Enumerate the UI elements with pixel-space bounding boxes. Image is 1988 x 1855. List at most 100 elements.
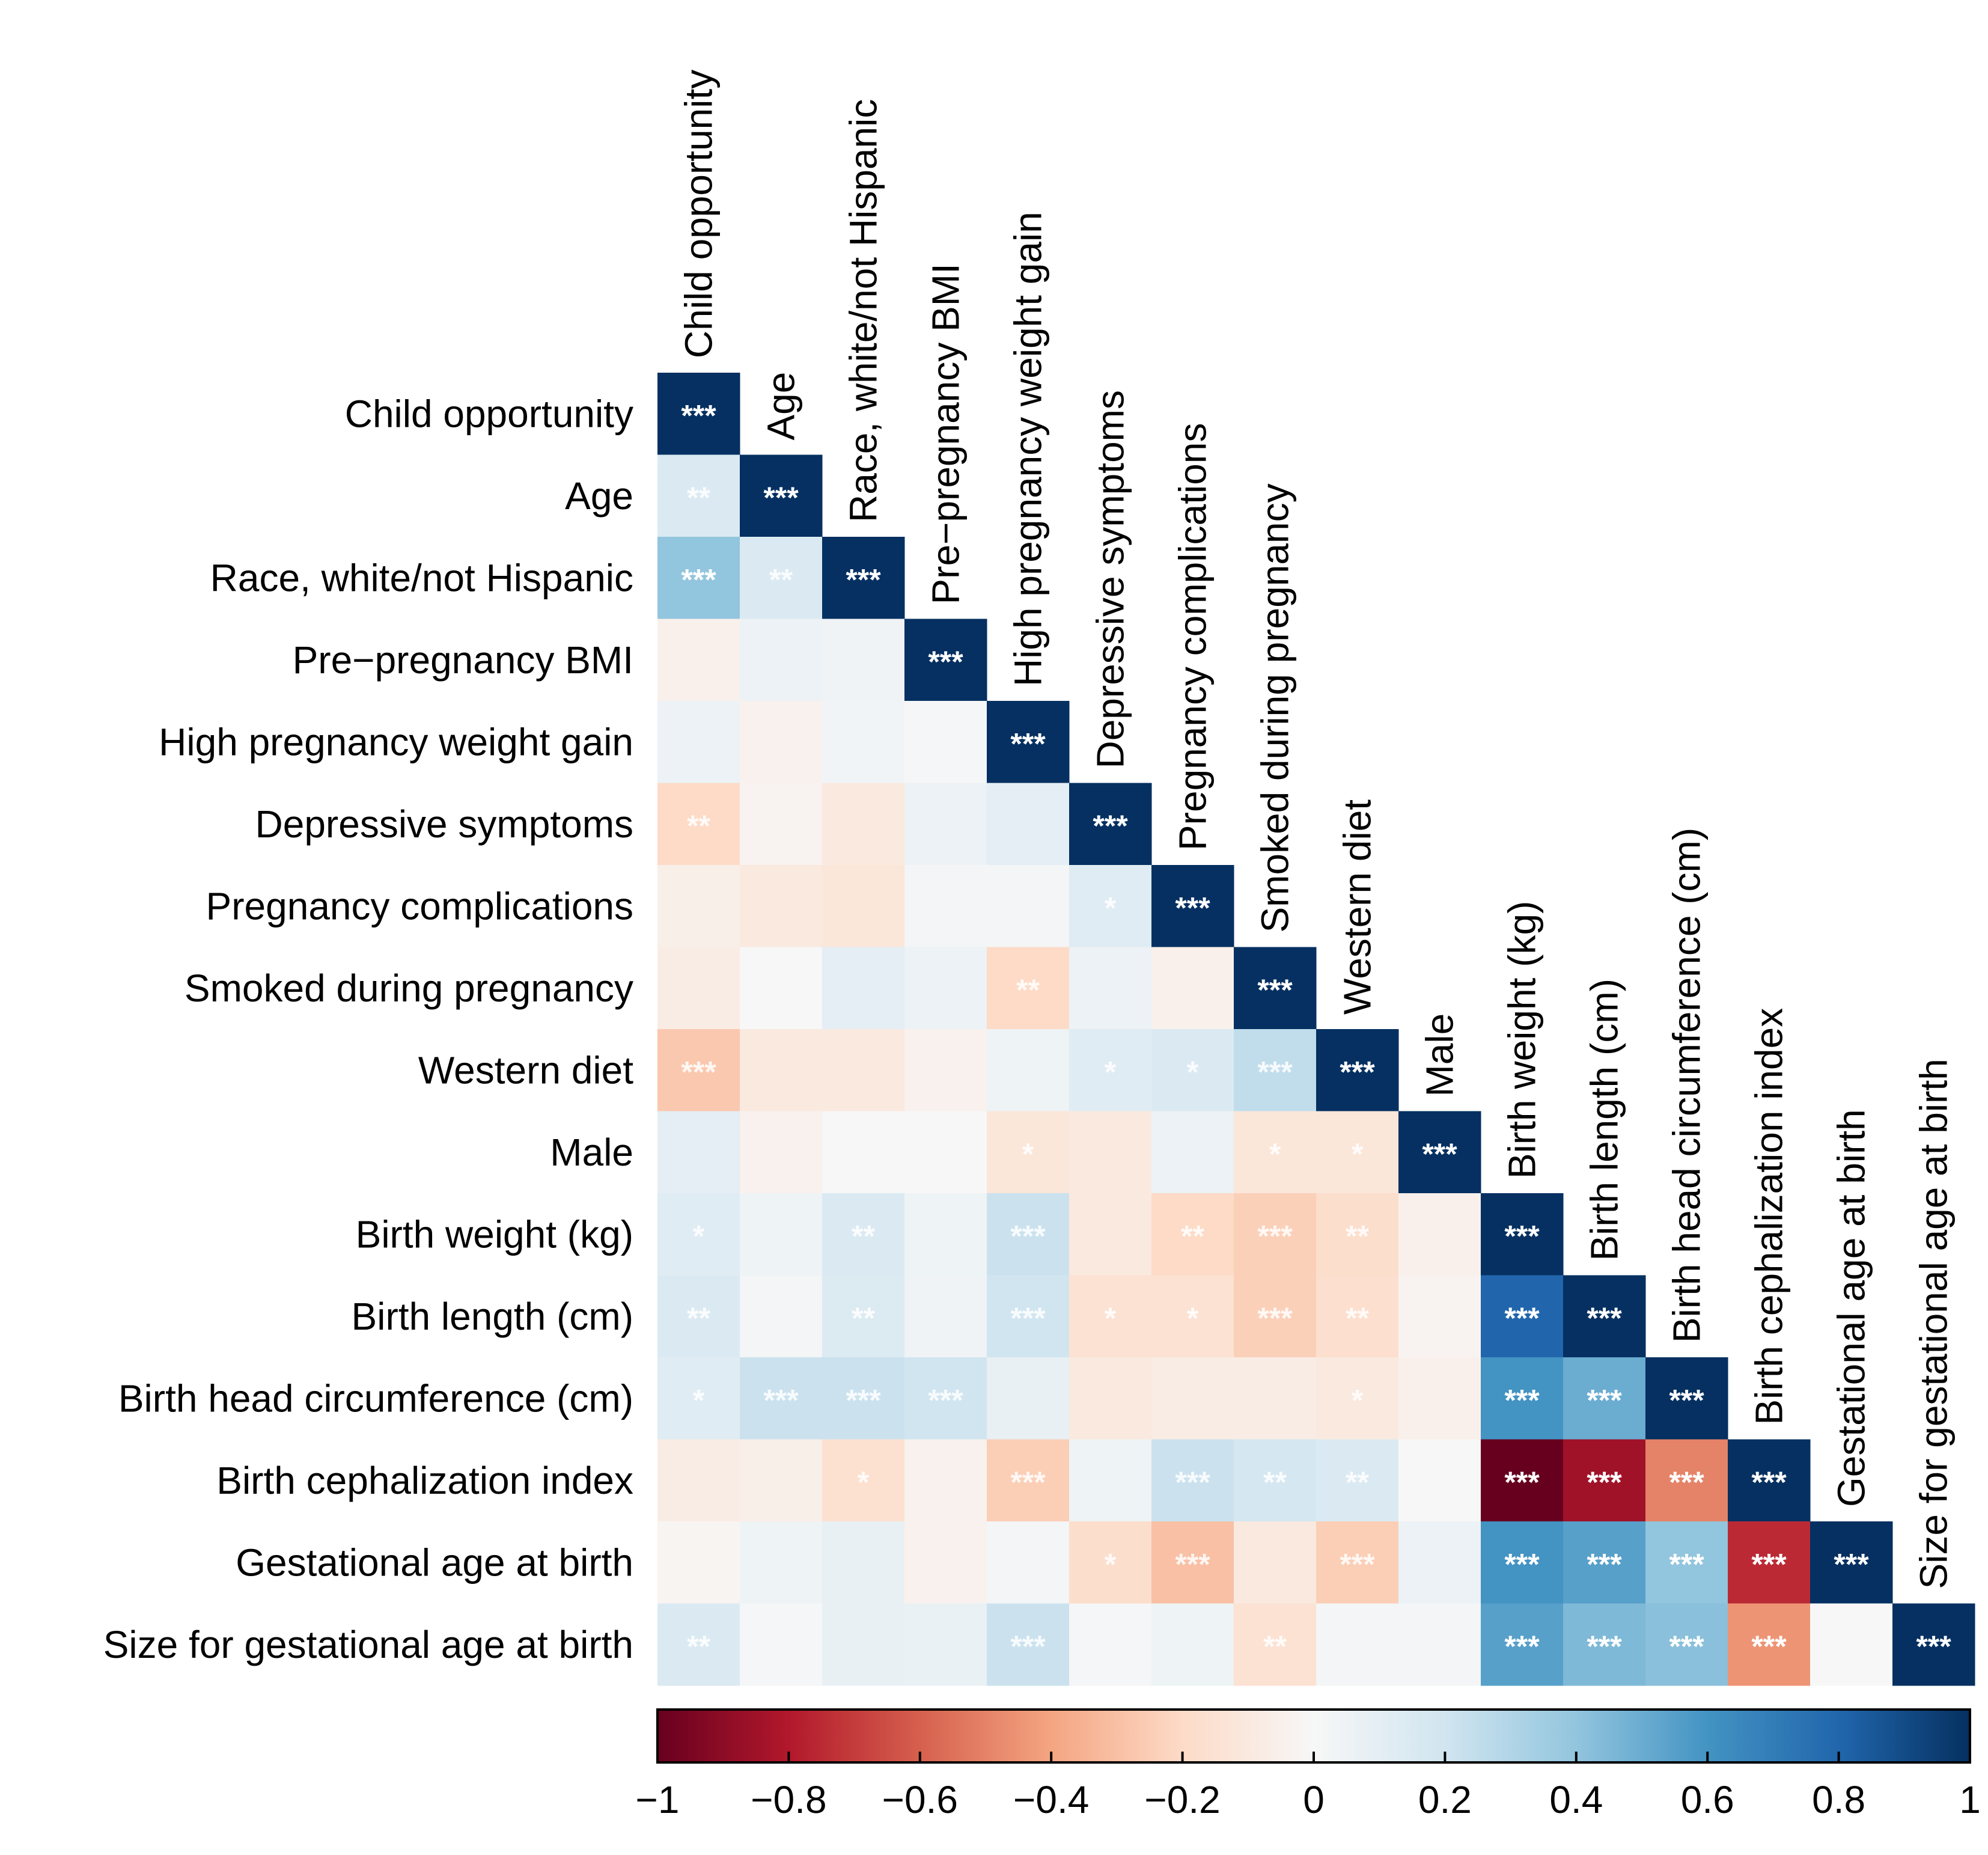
heatmap-cell-14-14 (1810, 1521, 1893, 1604)
heatmap-cell-14-10 (1481, 1521, 1564, 1604)
colorbar-tick-label: 0.4 (1549, 1778, 1603, 1821)
heatmap-cell-6-2 (822, 865, 905, 947)
heatmap-cell-15-4 (987, 1603, 1070, 1686)
significance-label-14-8: *** (1340, 1547, 1375, 1581)
significance-label-2-0: *** (681, 563, 716, 596)
column-label-gestational-age-at-birth: Gestational age at birth (1830, 1109, 1873, 1507)
heatmap-cell-4-0 (657, 701, 740, 783)
significance-label-2-2: *** (846, 563, 881, 596)
significance-label-11-8: ** (1346, 1301, 1369, 1335)
significance-label-13-4: *** (1010, 1465, 1046, 1499)
heatmap-cell-12-3 (904, 1357, 987, 1440)
heatmap-cell-10-7 (1234, 1193, 1317, 1276)
heatmap-cell-12-2 (822, 1357, 905, 1440)
heatmap-cell-6-1 (740, 865, 823, 947)
heatmap-cell-10-4 (987, 1193, 1070, 1276)
heatmap-cell-15-6 (1151, 1603, 1234, 1686)
significance-label-8-5: * (1105, 1055, 1117, 1089)
heatmap-cell-13-9 (1398, 1439, 1481, 1522)
significance-label-10-10: *** (1504, 1219, 1540, 1253)
heatmap-cell-8-7 (1234, 1029, 1317, 1111)
row-label-size-for-gestational-age-at-birth: Size for gestational age at birth (103, 1623, 633, 1666)
significance-label-15-0: ** (687, 1630, 710, 1663)
colorbar-tick-label: 0.2 (1418, 1778, 1472, 1821)
heatmap-cell-13-6 (1151, 1439, 1234, 1522)
heatmap-cell-7-0 (657, 947, 740, 1030)
heatmap-cell-5-2 (822, 783, 905, 866)
heatmap-cell-8-2 (822, 1029, 905, 1111)
significance-label-5-0: ** (687, 809, 710, 843)
heatmap-cell-13-8 (1316, 1439, 1399, 1522)
heatmap-cell-11-8 (1316, 1275, 1399, 1358)
significance-label-8-6: * (1187, 1055, 1199, 1089)
row-label-smoked-during-pregnancy: Smoked during pregnancy (184, 967, 633, 1010)
significance-label-11-5: * (1105, 1301, 1117, 1335)
heatmap-cell-7-2 (822, 947, 905, 1030)
heatmap-cell-4-3 (904, 701, 987, 783)
heatmap-cell-3-2 (822, 619, 905, 701)
heatmap-cell-10-3 (904, 1193, 987, 1276)
column-labels: Child opportunity Age Race, white/not Hisp… (677, 70, 1956, 1589)
heatmap-cell-12-6 (1151, 1357, 1234, 1440)
heatmap-cell-14-11 (1563, 1521, 1646, 1604)
heatmap-cell-12-0 (657, 1357, 740, 1440)
colorbar: −1 −0.8 −0.6 −0.4 −0.2 0 0.2 0.4 0.6 0.8 1 (636, 1708, 1981, 1821)
significance-label-6-5: * (1105, 891, 1117, 924)
heatmap-cell-6-0 (657, 865, 740, 947)
heatmap-cell-13-2 (822, 1439, 905, 1522)
column-label-age: Age (760, 372, 803, 441)
heatmap-cell-5-5 (1069, 783, 1152, 866)
heatmap-cell-5-1 (740, 783, 823, 866)
significance-label-15-13: *** (1751, 1630, 1787, 1663)
significance-label-10-0: * (693, 1219, 705, 1253)
significance-label-12-3: *** (928, 1383, 963, 1417)
heatmap-cell-8-3 (904, 1029, 987, 1111)
heatmap-cell-11-7 (1234, 1275, 1317, 1358)
heatmap-cell-11-11 (1563, 1275, 1646, 1358)
heatmap-cell-13-4 (987, 1439, 1070, 1522)
significance-label-11-10: *** (1504, 1301, 1540, 1335)
heatmap-cell-7-3 (904, 947, 987, 1030)
significance-label-8-0: *** (681, 1055, 716, 1089)
heatmap-cell-7-6 (1151, 947, 1234, 1030)
heatmap-cell-4-2 (822, 701, 905, 783)
heatmap-cell-12-8 (1316, 1357, 1399, 1440)
heatmap-cell-14-6 (1151, 1521, 1234, 1604)
significance-label-9-9: *** (1422, 1137, 1457, 1171)
significance-label-14-6: *** (1175, 1547, 1210, 1581)
heatmap-cell-3-1 (740, 619, 823, 701)
heatmap-cell-15-8 (1316, 1603, 1399, 1686)
significance-label-9-8: * (1352, 1137, 1364, 1171)
heatmap-cell-14-4 (987, 1521, 1070, 1604)
significance-label-2-1: ** (769, 563, 793, 596)
heatmap-cell-13-3 (904, 1439, 987, 1522)
heatmap-cell-14-9 (1398, 1521, 1481, 1604)
heatmap-cell-11-5 (1069, 1275, 1152, 1358)
heatmap-cell-12-9 (1398, 1357, 1481, 1440)
row-label-child-opportunity: Child opportunity (345, 392, 633, 435)
significance-label-11-2: ** (852, 1301, 875, 1335)
row-label-birth-head-circumference-cm: Birth head circumference (cm) (118, 1377, 633, 1420)
significance-label-13-6: *** (1175, 1465, 1210, 1499)
heatmap-cell-15-0 (657, 1603, 740, 1686)
significance-label-13-10: *** (1504, 1465, 1540, 1499)
heatmap-cell-6-4 (987, 865, 1070, 947)
heatmap-cell-15-9 (1398, 1603, 1481, 1686)
heatmap-cell-10-2 (822, 1193, 905, 1276)
column-label-depressive-symptoms: Depressive symptoms (1089, 390, 1132, 769)
significance-label-14-5: * (1105, 1547, 1117, 1581)
significance-label-13-11: *** (1587, 1465, 1622, 1499)
heatmap-cell-15-11 (1563, 1603, 1646, 1686)
colorbar-tick-label: −1 (636, 1778, 680, 1821)
significance-label-13-2: * (858, 1465, 870, 1499)
colorbar-tick-label: −0.4 (1013, 1778, 1089, 1821)
heatmap-cell-8-0 (657, 1029, 740, 1111)
significance-label-10-8: ** (1346, 1219, 1369, 1253)
heatmap-cells: ***** ****** ** *********** **** ***** ****** *… (657, 373, 1975, 1686)
heatmap-cell-11-0 (657, 1275, 740, 1358)
heatmap-cell-6-6 (1151, 865, 1234, 947)
heatmap-cell-7-7 (1234, 947, 1317, 1030)
row-label-race-white-not-hispanic: Race, white/not Hispanic (210, 556, 633, 599)
heatmap-cell-5-4 (987, 783, 1070, 866)
column-label-pre-pregnancy-bmi: Pre−pregnancy BMI (924, 263, 968, 604)
